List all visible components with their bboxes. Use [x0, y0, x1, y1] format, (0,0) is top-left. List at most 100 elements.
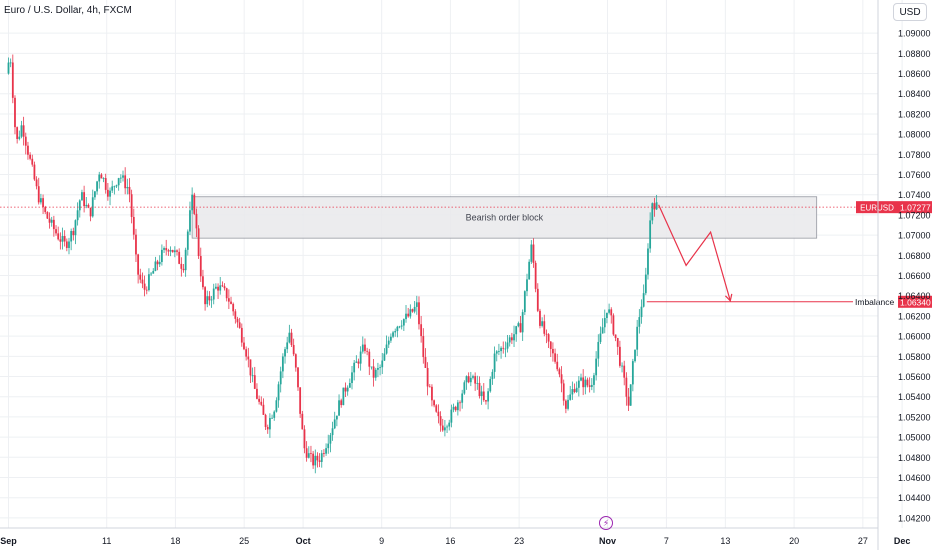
candle-body: [128, 186, 131, 195]
candle-body: [618, 346, 621, 366]
candle-body: [562, 383, 565, 401]
candle-body: [549, 341, 552, 349]
candle-body: [372, 366, 375, 378]
candle-body: [599, 333, 602, 342]
candle-body: [400, 325, 403, 327]
candle-body: [478, 382, 481, 397]
y-tick-label: 1.07400: [898, 190, 931, 200]
candle-body: [331, 428, 334, 436]
candle-body: [303, 429, 306, 449]
candle-body: [210, 299, 213, 301]
candle-body: [74, 220, 77, 236]
candle-body: [437, 411, 440, 417]
candle-body: [402, 319, 405, 326]
y-tick-label: 1.05600: [898, 372, 931, 382]
candle-body: [173, 250, 176, 253]
candle-body: [387, 340, 390, 345]
candle-body: [163, 248, 165, 250]
lightning-icon[interactable]: ⚡: [599, 516, 613, 530]
y-tick-label: 1.08800: [898, 49, 931, 59]
candle-body: [335, 415, 338, 420]
candle-body: [316, 455, 319, 461]
candle-body: [580, 377, 582, 381]
candle-body: [150, 273, 152, 275]
candle-body: [506, 342, 509, 349]
candle-body: [519, 323, 522, 333]
candle-body: [396, 326, 399, 332]
candle-body: [653, 203, 656, 210]
candle-body: [59, 239, 62, 242]
candle-body: [160, 249, 163, 262]
candle-body: [431, 386, 433, 401]
y-tick-label: 1.08000: [898, 130, 931, 140]
candle-body: [40, 198, 42, 203]
candle-body: [552, 348, 554, 354]
candle-body: [621, 365, 623, 367]
y-tick-label: 1.05800: [898, 352, 931, 362]
candle-body: [145, 289, 148, 291]
candle-body: [135, 234, 137, 255]
candle-body: [424, 357, 427, 368]
candle-body: [189, 210, 191, 232]
candle-body: [629, 384, 632, 406]
candle-body: [48, 218, 51, 223]
candle-body: [18, 136, 21, 139]
candle-body: [152, 270, 155, 274]
candle-body: [426, 367, 429, 387]
candle-body: [104, 178, 107, 190]
order-block-box: [191, 196, 818, 239]
candle-body: [647, 248, 649, 275]
candle-body: [299, 387, 302, 414]
candle-body: [558, 369, 561, 375]
candle-body: [243, 342, 245, 350]
candle-body: [262, 404, 265, 415]
candle-body: [320, 453, 323, 462]
candle-body: [230, 301, 232, 304]
candle-body: [361, 344, 364, 352]
candle-body: [547, 334, 550, 342]
candle-body: [612, 315, 615, 335]
candle-body: [325, 448, 327, 454]
x-tick-label: 7: [664, 536, 669, 546]
candle-body: [413, 306, 416, 312]
candle-body: [122, 175, 124, 178]
candle-body: [29, 154, 32, 159]
candle-body: [631, 361, 634, 385]
candle-body: [564, 400, 567, 409]
x-tick-label: 18: [170, 536, 180, 546]
candle-body: [264, 414, 267, 427]
candle-body: [642, 293, 645, 307]
y-tick-label: 1.08200: [898, 109, 931, 119]
candle-body: [422, 336, 425, 358]
candle-body: [22, 125, 25, 137]
candle-body: [256, 388, 258, 399]
candle-body: [355, 361, 358, 363]
candle-body: [482, 391, 485, 401]
candle-body: [24, 136, 27, 146]
candle-body: [655, 202, 658, 210]
candle-body: [117, 178, 120, 186]
candle-body: [100, 174, 103, 179]
candle-body: [346, 387, 349, 392]
candle-body: [178, 251, 181, 264]
candle-body: [119, 177, 122, 179]
candle-body: [584, 379, 587, 388]
candle-body: [176, 250, 178, 252]
candle-body: [46, 212, 49, 219]
last-price-symbol-tag: [856, 201, 898, 214]
candle-body: [232, 303, 235, 312]
last-price-tag: [898, 201, 932, 214]
last-price-symbol: EURUSD: [860, 204, 894, 213]
candle-body: [415, 302, 418, 307]
currency-button[interactable]: USD: [893, 3, 927, 21]
candle-body: [284, 349, 286, 357]
candle-body: [582, 377, 585, 388]
candle-body: [204, 287, 206, 305]
candle-body: [428, 386, 431, 388]
candle-body: [221, 285, 224, 287]
candle-body: [485, 400, 487, 402]
candle-body: [385, 344, 388, 354]
y-tick-label: 1.06400: [898, 291, 931, 301]
